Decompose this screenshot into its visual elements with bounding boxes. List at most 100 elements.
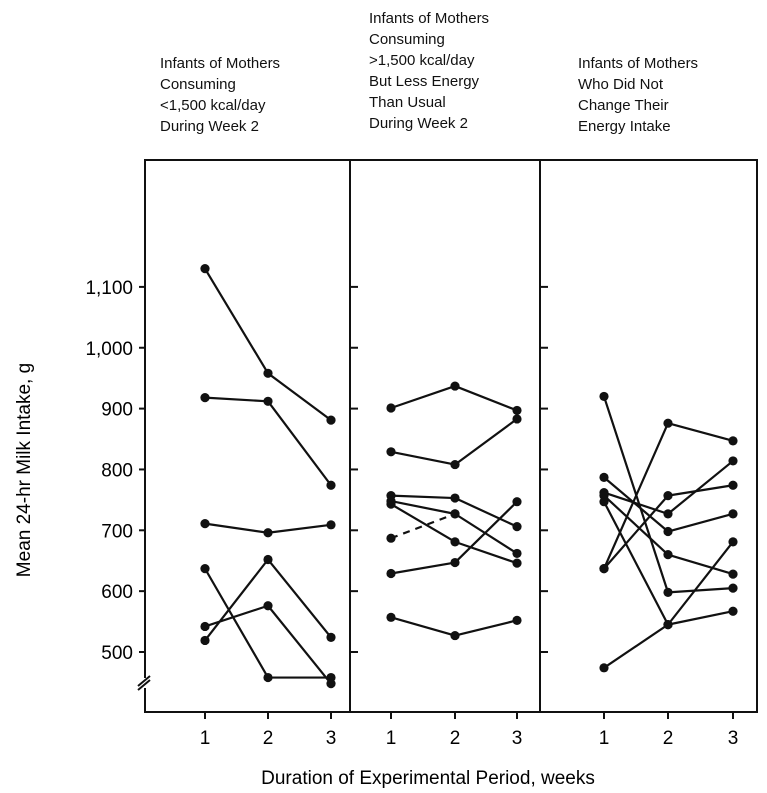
panel-title-2: Infants of Mothers Consuming >1,500 kcal… (369, 8, 489, 134)
data-point (450, 459, 460, 470)
data-point (200, 264, 210, 274)
x-axis-label: Duration of Experimental Period, weeks (261, 768, 595, 789)
data-point (326, 632, 336, 642)
series-line (390, 418, 518, 466)
data-point (663, 509, 673, 519)
panel-title-line: Change Their (578, 97, 669, 114)
x-tick-label: 3 (728, 728, 739, 749)
data-point (263, 672, 273, 683)
data-point (200, 393, 210, 403)
data-point (512, 405, 522, 416)
data-point (386, 612, 396, 622)
panel-title-line: Than Usual (369, 94, 446, 111)
panel-title-line: Energy Intake (578, 118, 671, 135)
data-point (326, 415, 336, 425)
data-point (450, 381, 460, 391)
y-axis: 500 600 700 800 900 1,000 1,100 (85, 278, 548, 664)
data-point (386, 496, 396, 506)
x-tick-label: 1 (200, 728, 211, 749)
y-tick-label: 700 (101, 521, 133, 542)
axis-break-mark (137, 675, 151, 691)
data-point (512, 558, 522, 568)
x-tick-label: 2 (263, 728, 274, 749)
panel-title-line: Consuming (369, 31, 445, 48)
data-point (450, 557, 460, 568)
data-point (512, 497, 522, 507)
y-axis-label: Mean 24-hr Milk Intake, g (14, 363, 35, 577)
panel-title-line: >1,500 kcal/day (369, 52, 475, 69)
y-tick-label: 600 (101, 582, 133, 603)
data-point (512, 414, 522, 424)
data-point (728, 456, 738, 466)
data-point (599, 472, 609, 482)
data-point (512, 548, 522, 559)
data-point (450, 630, 460, 641)
data-point (663, 526, 673, 537)
x-tick-label: 3 (512, 728, 523, 749)
data-point (728, 583, 738, 593)
data-point (599, 564, 609, 574)
x-tick-label: 3 (326, 728, 337, 749)
data-point (326, 480, 336, 490)
data-point (450, 509, 460, 519)
x-tick-label: 1 (386, 728, 397, 749)
data-point (263, 554, 273, 565)
panel-title-line: Infants of Mothers (369, 10, 490, 27)
data-point (450, 537, 460, 547)
y-tick-label: 1,000 (85, 339, 133, 360)
plot-area (200, 264, 738, 689)
data-point (200, 635, 210, 646)
panel-title-line: Infants of Mothers (578, 55, 699, 72)
chart-frame (137, 159, 758, 713)
data-point (326, 679, 336, 689)
data-point (512, 615, 522, 625)
data-point (200, 519, 210, 529)
data-point (728, 509, 738, 519)
data-point (599, 391, 609, 402)
panel-title-line: During Week 2 (160, 118, 259, 135)
panel-title-line: Who Did Not (578, 76, 664, 93)
data-point (663, 620, 673, 630)
x-tick-label: 2 (450, 728, 461, 749)
panel-title-line: <1,500 kcal/day (160, 97, 266, 114)
plot-border (144, 159, 758, 713)
data-point (450, 493, 460, 503)
panel-title-line: Infants of Mothers (160, 55, 281, 72)
data-point (200, 621, 210, 632)
data-point (386, 568, 396, 579)
panel-title-line: Consuming (160, 76, 236, 93)
x-tick-label: 2 (663, 728, 674, 749)
data-point (263, 601, 273, 611)
data-point (386, 403, 396, 413)
data-point (728, 537, 738, 547)
axis-break-line (137, 679, 151, 691)
panel-title-line: But Less Energy (369, 73, 480, 90)
panel-title-3: Infants of Mothers Who Did Not Change Th… (578, 53, 698, 137)
data-point (599, 491, 609, 501)
data-point (599, 663, 609, 673)
panel-title-line: During Week 2 (369, 115, 468, 132)
data-point (263, 528, 273, 538)
y-tick-label: 900 (101, 400, 133, 421)
data-point (512, 522, 522, 532)
data-point (263, 396, 273, 406)
data-point (386, 533, 396, 543)
data-point (728, 606, 738, 616)
series-line (603, 541, 734, 669)
data-point (263, 368, 273, 378)
panel-title-1: Infants of Mothers Consuming <1,500 kcal… (160, 53, 280, 137)
series-line (204, 396, 332, 486)
data-point (728, 569, 738, 579)
data-point (663, 491, 673, 501)
x-tick-label: 1 (599, 728, 610, 749)
y-tick-label: 800 (101, 460, 133, 481)
data-point (663, 418, 673, 428)
x-axis: 1 2 3 1 2 3 1 2 3 (200, 712, 739, 749)
data-point (728, 480, 738, 490)
data-point (326, 520, 336, 530)
data-point (728, 436, 738, 446)
y-tick-label: 1,100 (85, 278, 133, 299)
data-point (200, 564, 210, 574)
data-point (386, 447, 396, 457)
